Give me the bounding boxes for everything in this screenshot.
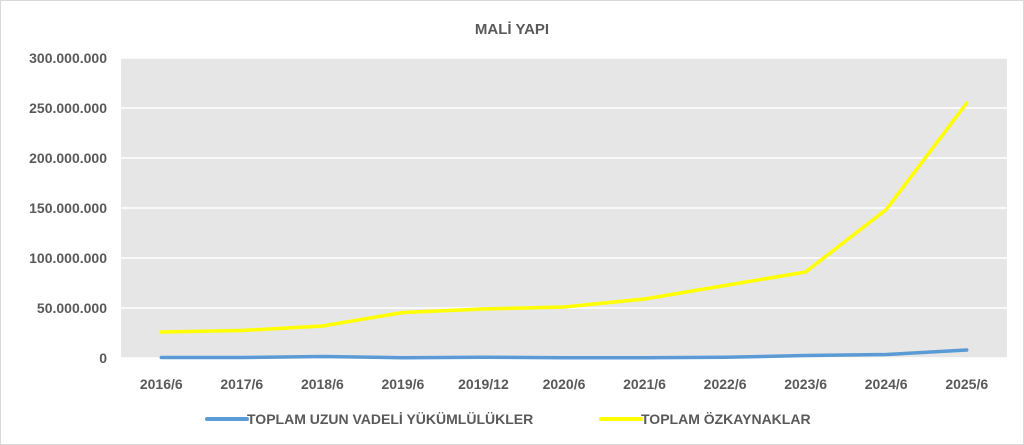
y-tick-label: 200.000.000: [29, 150, 107, 166]
x-tick-label: 2019/12: [458, 376, 509, 392]
y-tick-label: 150.000.000: [29, 200, 107, 216]
x-tick-label: 2016/6: [140, 376, 183, 392]
legend-label-0: TOPLAM UZUN VADELİ YÜKÜMLÜLÜKLER: [247, 411, 533, 427]
series-lines: [159, 101, 969, 360]
series-line-1: [159, 101, 969, 334]
chart-title: MALİ YAPI: [475, 21, 549, 38]
x-tick-label: 2018/6: [301, 376, 344, 392]
x-tick-label: 2021/6: [623, 376, 666, 392]
y-tick-label: 250.000.000: [29, 100, 107, 116]
x-tick-label: 2023/6: [784, 376, 827, 392]
x-tick-label: 2017/6: [220, 376, 263, 392]
x-tick-label: 2025/6: [945, 376, 988, 392]
x-tick-label: 2022/6: [704, 376, 747, 392]
x-tick-label: 2024/6: [865, 376, 908, 392]
x-tick-label: 2019/6: [381, 376, 424, 392]
y-axis: 0 50.000.000 100.000.000 150.000.000 200.000…: [29, 50, 107, 366]
legend-label-1: TOPLAM ÖZKAYNAKLAR: [641, 411, 811, 427]
legend: TOPLAM UZUN VADELİ YÜKÜMLÜLÜKLER TOPLAM Ö…: [205, 411, 811, 427]
series-line-0: [159, 348, 969, 360]
y-tick-label: 300.000.000: [29, 50, 107, 66]
x-axis: 2016/6 2017/6 2018/6 2019/6 2019/12 2020/6 202…: [140, 376, 988, 392]
x-tick-label: 2020/6: [543, 376, 586, 392]
y-tick-label: 0: [99, 350, 107, 366]
y-tick-label: 100.000.000: [29, 250, 107, 266]
y-tick-label: 50.000.000: [37, 300, 107, 316]
